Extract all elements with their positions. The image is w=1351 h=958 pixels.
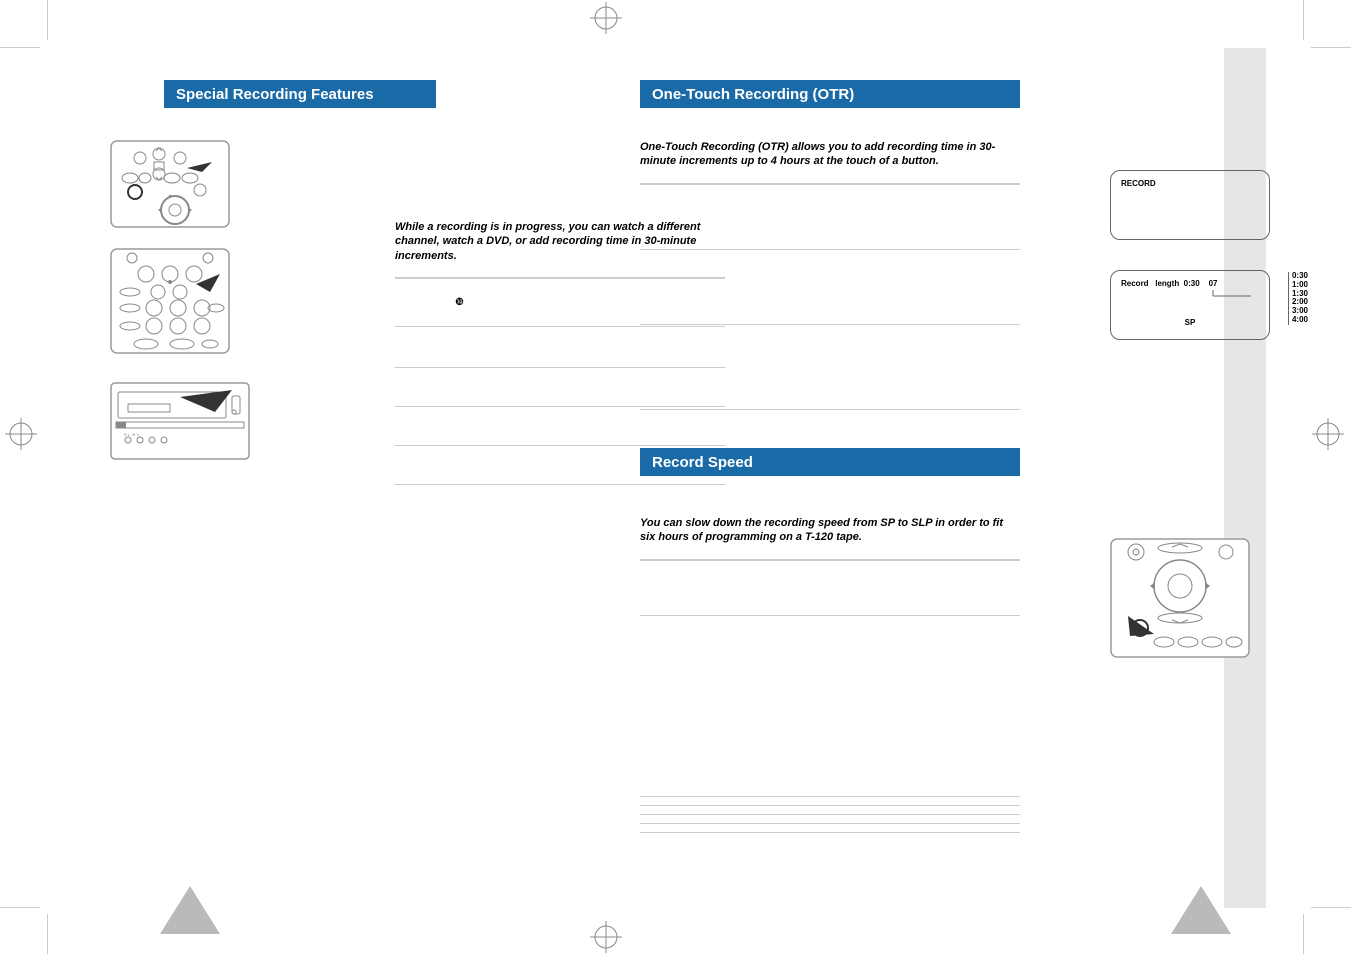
remote-top-illustration	[110, 140, 230, 228]
osd-sp-label: SP	[1121, 318, 1259, 327]
otr-column-content: One-Touch Recording (OTR) allows you to …	[640, 140, 1020, 422]
page-corner-triangle-icon	[1171, 886, 1231, 934]
section-title-special-recording: Special Recording Features	[164, 80, 436, 108]
svg-text:R L -R V: R L -R V	[124, 432, 140, 437]
crop-mark	[0, 47, 40, 48]
crop-mark	[47, 0, 48, 40]
crop-mark	[47, 914, 48, 954]
crop-mark	[1303, 914, 1304, 954]
crop-mark	[1303, 0, 1304, 40]
crop-mark	[1311, 907, 1351, 908]
section-title-record-speed: Record Speed	[640, 448, 1020, 476]
record-speed-section: Record Speed You can slow down the recor…	[640, 448, 1220, 841]
page-right: One-Touch Recording (OTR) One-Touch Reco…	[640, 80, 1240, 148]
osd-record-label: RECORD	[1121, 179, 1156, 188]
crop-mark	[0, 907, 40, 908]
remote-bottom-illustration	[1110, 538, 1250, 658]
registration-mark-icon	[1312, 418, 1344, 450]
osd-record-display: RECORD	[1110, 170, 1270, 240]
vcr-front-illustration: R L -R V	[110, 382, 250, 460]
remote-mid-illustration	[110, 248, 230, 354]
play-icon: ❿	[455, 291, 464, 314]
osd-length-options: 0:30 1:00 1:30 2:00 3:00 4:00	[1288, 272, 1308, 325]
crop-mark	[1311, 47, 1351, 48]
page-left: Special Recording Features	[110, 80, 620, 148]
registration-mark-icon	[5, 418, 37, 450]
osd-length-display: Record length 0:30 07 SP	[1110, 270, 1270, 340]
registration-mark-icon	[590, 921, 622, 953]
intro-text-otr: One-Touch Recording (OTR) allows you to …	[640, 140, 1020, 169]
section-title-otr: One-Touch Recording (OTR)	[640, 80, 1020, 108]
page-corner-triangle-icon	[160, 886, 220, 934]
osd-length-line: Record length 0:30 07	[1121, 279, 1259, 288]
intro-text-speed: You can slow down the recording speed fr…	[640, 516, 1020, 545]
registration-mark-icon	[590, 2, 622, 34]
